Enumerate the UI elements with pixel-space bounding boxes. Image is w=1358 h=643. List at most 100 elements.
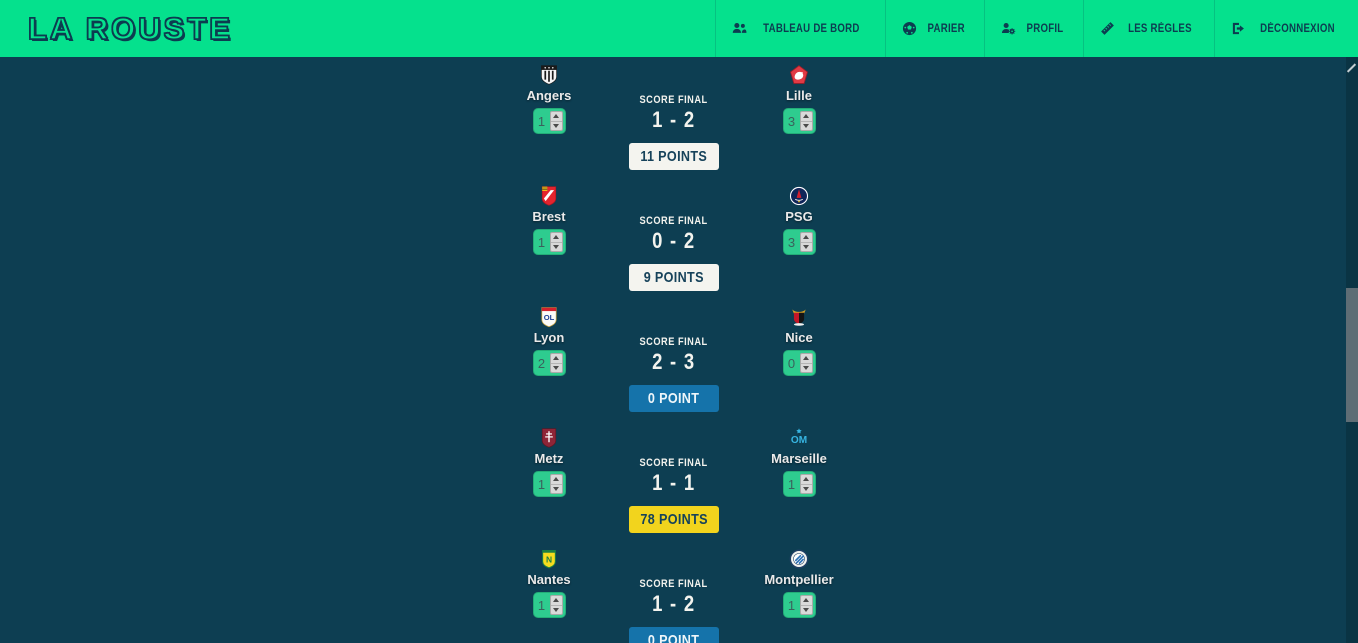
- match-row: Brest 1 SCORE FINAL 0 - 2 9 POINTS PSG 3: [494, 185, 854, 306]
- points-badge-label: 11 POINTS: [640, 148, 708, 165]
- points-badge: 78 POINTS: [629, 506, 719, 533]
- number-stepper[interactable]: [799, 111, 813, 131]
- metz-logo: [536, 427, 562, 449]
- lille-logo: [786, 64, 812, 86]
- points-badge-label: 9 POINTS: [643, 269, 705, 286]
- spinner-down-icon[interactable]: [550, 120, 562, 131]
- home-team: Angers 1: [494, 64, 604, 185]
- spinner-down-icon[interactable]: [550, 362, 562, 373]
- scrollbar-arrow-icon[interactable]: [1346, 63, 1357, 73]
- spinner-down-icon[interactable]: [800, 483, 812, 494]
- nav-item-deconnexion[interactable]: DÉCONNEXION: [1214, 0, 1358, 57]
- number-stepper[interactable]: [549, 232, 563, 252]
- home-team-name: Angers: [526, 88, 572, 103]
- app-logo[interactable]: LA ROUSTE: [27, 10, 233, 47]
- lyon-logo: [536, 306, 562, 328]
- nice-logo: [786, 306, 812, 328]
- home-team: Nantes 1: [494, 548, 604, 643]
- away-team: Lille 3: [744, 64, 854, 185]
- away-team: PSG 3: [744, 185, 854, 306]
- home-team: Metz 1: [494, 427, 604, 548]
- angers-logo: [536, 64, 562, 86]
- points-badge: 0 POINT: [629, 385, 719, 412]
- home-bet-value: 1: [537, 234, 546, 250]
- match-row: Nantes 1 SCORE FINAL 1 - 2 0 POINT Montp…: [494, 548, 854, 643]
- away-score-input[interactable]: 1: [782, 592, 816, 618]
- final-score: 2 - 3: [652, 349, 696, 374]
- away-team-name: Marseille: [771, 451, 827, 466]
- number-stepper[interactable]: [799, 232, 813, 252]
- home-score-input[interactable]: 1: [532, 108, 566, 134]
- home-score-input[interactable]: 2: [532, 350, 566, 376]
- spinner-down-icon[interactable]: [800, 362, 812, 373]
- away-score-input[interactable]: 3: [782, 229, 816, 255]
- app-header: LA ROUSTE TABLEAU DE BORD PARIER PROFIL …: [0, 0, 1358, 57]
- number-stepper[interactable]: [549, 111, 563, 131]
- match-result: SCORE FINAL 0 - 2 9 POINTS: [604, 185, 744, 306]
- final-score: 0 - 2: [652, 228, 696, 253]
- away-score-input[interactable]: 1: [782, 471, 816, 497]
- home-score-input[interactable]: 1: [532, 471, 566, 497]
- spinner-down-icon[interactable]: [550, 241, 562, 252]
- nav-item-parier[interactable]: PARIER: [884, 0, 984, 57]
- points-badge-label: 78 POINTS: [640, 511, 708, 528]
- spinner-up-icon[interactable]: [551, 112, 562, 121]
- home-score-input[interactable]: 1: [532, 592, 566, 618]
- nav-label: TABLEAU DE BORD: [763, 22, 860, 35]
- spinner-down-icon[interactable]: [800, 120, 812, 131]
- number-stepper[interactable]: [799, 474, 813, 494]
- spinner-up-icon[interactable]: [801, 475, 812, 484]
- score-final-label: SCORE FINAL: [639, 215, 709, 227]
- nav-item-tableau-de-bord[interactable]: TABLEAU DE BORD: [715, 0, 885, 57]
- away-bet-value: 3: [787, 113, 796, 129]
- matches-list: Angers 1 SCORE FINAL 1 - 2 11 POINTS Lil…: [494, 64, 854, 643]
- match-result: SCORE FINAL 1 - 2 0 POINT: [604, 548, 744, 643]
- points-badge-label: 0 POINT: [648, 390, 700, 407]
- away-score-input[interactable]: 0: [782, 350, 816, 376]
- spinner-up-icon[interactable]: [801, 596, 812, 605]
- spinner-down-icon[interactable]: [800, 241, 812, 252]
- final-score: 1 - 1: [652, 470, 696, 495]
- nav-item-profil[interactable]: PROFIL: [984, 0, 1083, 57]
- away-bet-value: 3: [787, 234, 796, 250]
- spinner-up-icon[interactable]: [551, 596, 562, 605]
- home-team: Lyon 2: [494, 306, 604, 427]
- number-stepper[interactable]: [799, 595, 813, 615]
- away-bet-value: 0: [787, 355, 796, 371]
- spinner-up-icon[interactable]: [551, 233, 562, 242]
- psg-logo: [786, 185, 812, 207]
- away-bet-value: 1: [787, 476, 796, 492]
- user-gear-icon: [1002, 22, 1016, 35]
- spinner-up-icon[interactable]: [551, 475, 562, 484]
- spinner-down-icon[interactable]: [550, 604, 562, 615]
- number-stepper[interactable]: [549, 595, 563, 615]
- away-team: Montpellier 1: [744, 548, 854, 643]
- nav-item-les-regles[interactable]: LES RÈGLES: [1083, 0, 1214, 57]
- away-bet-value: 1: [787, 597, 796, 613]
- points-badge: 9 POINTS: [629, 264, 719, 291]
- home-bet-value: 1: [537, 476, 546, 492]
- spinner-up-icon[interactable]: [801, 112, 812, 121]
- scrollbar-track[interactable]: [1346, 57, 1358, 643]
- sign-out-icon: [1232, 22, 1245, 35]
- match-row: Metz 1 SCORE FINAL 1 - 1 78 POINTS Marse…: [494, 427, 854, 548]
- home-bet-value: 1: [537, 113, 546, 129]
- number-stepper[interactable]: [799, 353, 813, 373]
- final-score: 1 - 2: [652, 591, 696, 616]
- away-score-input[interactable]: 3: [782, 108, 816, 134]
- spinner-up-icon[interactable]: [801, 233, 812, 242]
- marseille-logo: [786, 427, 812, 449]
- home-score-input[interactable]: 1: [532, 229, 566, 255]
- spinner-down-icon[interactable]: [550, 483, 562, 494]
- home-team-name: Metz: [534, 451, 564, 466]
- nav-label: PROFIL: [1026, 22, 1064, 35]
- spinner-up-icon[interactable]: [801, 354, 812, 363]
- ruler-icon: [1101, 22, 1115, 35]
- number-stepper[interactable]: [549, 353, 563, 373]
- scrollbar-thumb[interactable]: [1346, 288, 1358, 422]
- spinner-up-icon[interactable]: [551, 354, 562, 363]
- spinner-down-icon[interactable]: [800, 604, 812, 615]
- away-team: Marseille 1: [744, 427, 854, 548]
- points-badge-label: 0 POINT: [648, 632, 700, 643]
- number-stepper[interactable]: [549, 474, 563, 494]
